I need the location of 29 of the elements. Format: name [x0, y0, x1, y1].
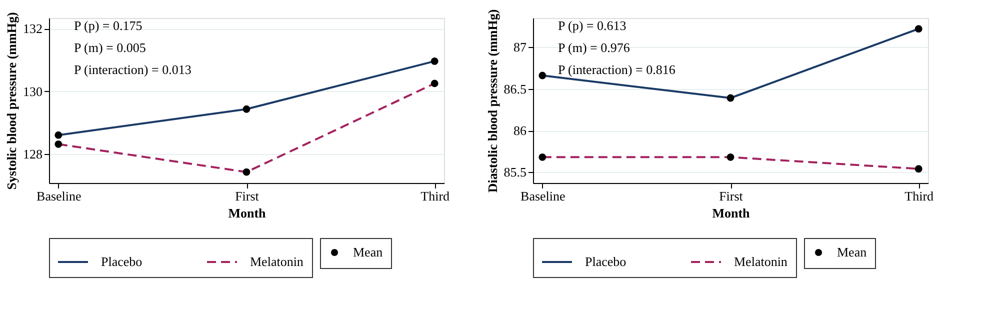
- y-tick-label: 86: [514, 123, 527, 138]
- x-axis-title: Month: [712, 206, 751, 220]
- annotation: P (interaction) = 0.013: [74, 62, 192, 77]
- x-axis-title: Month: [228, 206, 267, 220]
- x-tick-label: First: [719, 188, 744, 204]
- text: Mean: [353, 244, 384, 260]
- annotation: P (p) = 0.613: [558, 18, 626, 33]
- text: Mean: [837, 244, 868, 260]
- y-tick-label: 130: [23, 84, 42, 99]
- y-tick-label: 86.5: [504, 81, 526, 96]
- annotation: P (m) = 0.976: [558, 40, 630, 55]
- annotation: P (interaction) = 0.816: [558, 62, 676, 77]
- legend-label: Melatonin: [250, 254, 304, 269]
- x-tick-label: First: [235, 188, 260, 204]
- x-tick-label: Baseline: [36, 188, 82, 204]
- legend-label: Melatonin: [734, 254, 788, 269]
- y-tick-label: 132: [23, 21, 42, 36]
- y-tick-label: 87: [514, 40, 527, 55]
- legend-label: Placebo: [585, 254, 626, 269]
- x-tick-label: Third: [904, 188, 934, 204]
- annotation: P (p) = 0.175: [74, 18, 142, 33]
- annotation: P (m) = 0.005: [74, 40, 146, 55]
- y-axis-title: Diastolic blood pressure (mmHg): [484, 9, 500, 193]
- x-tick-label: Baseline: [520, 188, 566, 204]
- x-tick-label: Third: [420, 188, 450, 204]
- y-tick-label: 85.5: [504, 164, 526, 180]
- y-axis-title: Systolic blood pressure (mmHg): [4, 12, 19, 190]
- legend-label: Placebo: [101, 254, 142, 269]
- y-tick-label: 128: [23, 146, 42, 162]
